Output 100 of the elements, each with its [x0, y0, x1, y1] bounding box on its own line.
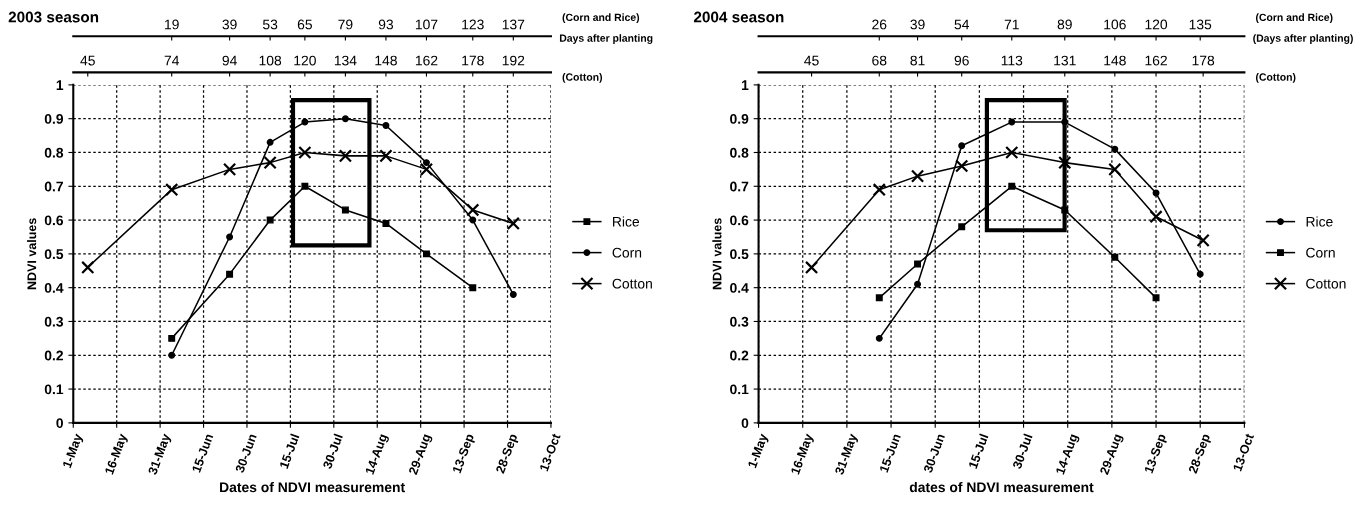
point: [875, 334, 883, 342]
y-tick-label: 0.3: [730, 316, 749, 327]
point: [1108, 162, 1122, 177]
x-axis-title: dates of NDVI measurement: [909, 481, 1094, 493]
x2-tick-label: 53: [262, 19, 278, 30]
point: [804, 260, 819, 275]
point: [341, 115, 349, 123]
x-tick-label: 30-Jul: [1011, 433, 1033, 470]
annotation: 81: [910, 55, 925, 66]
y-tick-label: 0.7: [730, 181, 749, 192]
annotation: 162: [415, 55, 438, 66]
y-tick-label: 0.2: [730, 350, 749, 361]
point: [914, 260, 922, 268]
x2-tick-label: 135: [1189, 19, 1212, 30]
point: [469, 284, 477, 292]
legend-label: Cotton: [612, 278, 652, 289]
x-tick-label: 15-Jun: [191, 433, 214, 473]
y-tick-label: 0.6: [730, 215, 749, 226]
x-tick-label: 15-Jul: [968, 433, 989, 469]
point: [341, 206, 349, 214]
legend-label: Corn: [612, 247, 642, 258]
annotation: 148: [375, 55, 397, 66]
point: [875, 294, 883, 302]
text: (Days after planting): [1253, 34, 1353, 44]
x-tick-label: 30-Jun: [923, 433, 946, 474]
y-tick-label: 0: [741, 418, 749, 429]
x2-tick-label: 71: [1004, 19, 1019, 30]
annotation: 68: [872, 55, 887, 66]
x2-tick-label: 26: [872, 19, 887, 30]
annotation: 45: [80, 55, 95, 66]
x2-tick-label: 54: [954, 19, 970, 30]
point: [422, 250, 430, 258]
y-tick-label: 0.5: [730, 249, 749, 260]
point: [1061, 118, 1069, 126]
point: [1008, 118, 1016, 126]
point: [1111, 253, 1119, 261]
legend-label: Corn: [1306, 247, 1335, 258]
x2-tick-label: 39: [910, 19, 925, 30]
y-axis-title: NDVI values: [712, 218, 722, 290]
annotation: 120: [294, 55, 316, 66]
x-tick-label: 30-Jun: [235, 433, 257, 474]
point: [466, 203, 480, 217]
point: [419, 162, 434, 177]
annotation: 178: [462, 55, 484, 66]
point: [379, 149, 393, 163]
y-tick-label: 0.2: [44, 350, 63, 361]
point: [338, 149, 353, 163]
x2-axis-title: (Corn and Rice): [1256, 13, 1333, 24]
x-axis-title: Dates of NDVI measurement: [220, 481, 405, 493]
y-tick-label: 0.8: [44, 147, 64, 158]
point: [81, 260, 95, 275]
point: [168, 351, 176, 359]
point: [1196, 233, 1210, 248]
y-tick-label: 0.1: [44, 384, 64, 395]
legend-label: Rice: [1306, 216, 1333, 227]
y-tick-label: 0.5: [44, 249, 64, 260]
chart-title: 2004 season: [693, 11, 784, 23]
point: [301, 182, 309, 190]
point: [226, 270, 234, 278]
annotation: 148: [1104, 55, 1126, 66]
y-tick-label: 0.8: [730, 147, 749, 158]
x2-tick-label: 137: [502, 19, 525, 30]
x-tick-label: 15-Jun: [879, 433, 901, 473]
point: [168, 334, 176, 342]
x2-tick-label: 65: [297, 19, 313, 30]
x2-tick-label: 106: [1104, 19, 1126, 30]
annotation: 162: [1145, 55, 1167, 66]
point: [958, 142, 966, 150]
y-axis-title: NDVI values: [27, 218, 37, 290]
point: [1196, 270, 1204, 278]
point: [266, 138, 274, 146]
y-tick-label: 1: [741, 80, 749, 90]
x-tick-label: 30-Jul: [322, 433, 343, 470]
point: [910, 169, 925, 183]
legend-label: Cotton: [1306, 278, 1346, 289]
y-tick-label: 0.6: [44, 215, 64, 226]
annotation: 108: [259, 55, 282, 66]
point: [222, 162, 237, 177]
annotation: 178: [1192, 55, 1215, 66]
text: (Cotton): [562, 73, 603, 83]
x2-tick-label: 93: [378, 19, 394, 30]
x-tick-label: 15-Jul: [279, 433, 300, 469]
point: [914, 280, 922, 288]
point: [958, 223, 966, 231]
point: [872, 183, 886, 197]
y-tick-label: 0.3: [44, 316, 64, 327]
legend-label: Rice: [613, 216, 640, 227]
x2-tick-label: 123: [462, 19, 484, 30]
y-tick-label: 0.4: [44, 283, 64, 293]
y-tick-label: 0.4: [730, 283, 749, 293]
y-tick-label: 0.1: [730, 384, 749, 395]
annotation: 45: [804, 55, 819, 66]
annotation: 74: [164, 55, 180, 66]
text: (Cotton): [1256, 73, 1296, 83]
point: [422, 159, 430, 167]
x-tick-label: 1-May: [747, 432, 771, 470]
x2-tick-label: 107: [415, 19, 438, 30]
point: [1061, 206, 1069, 214]
point: [266, 216, 274, 224]
point: [298, 145, 312, 160]
